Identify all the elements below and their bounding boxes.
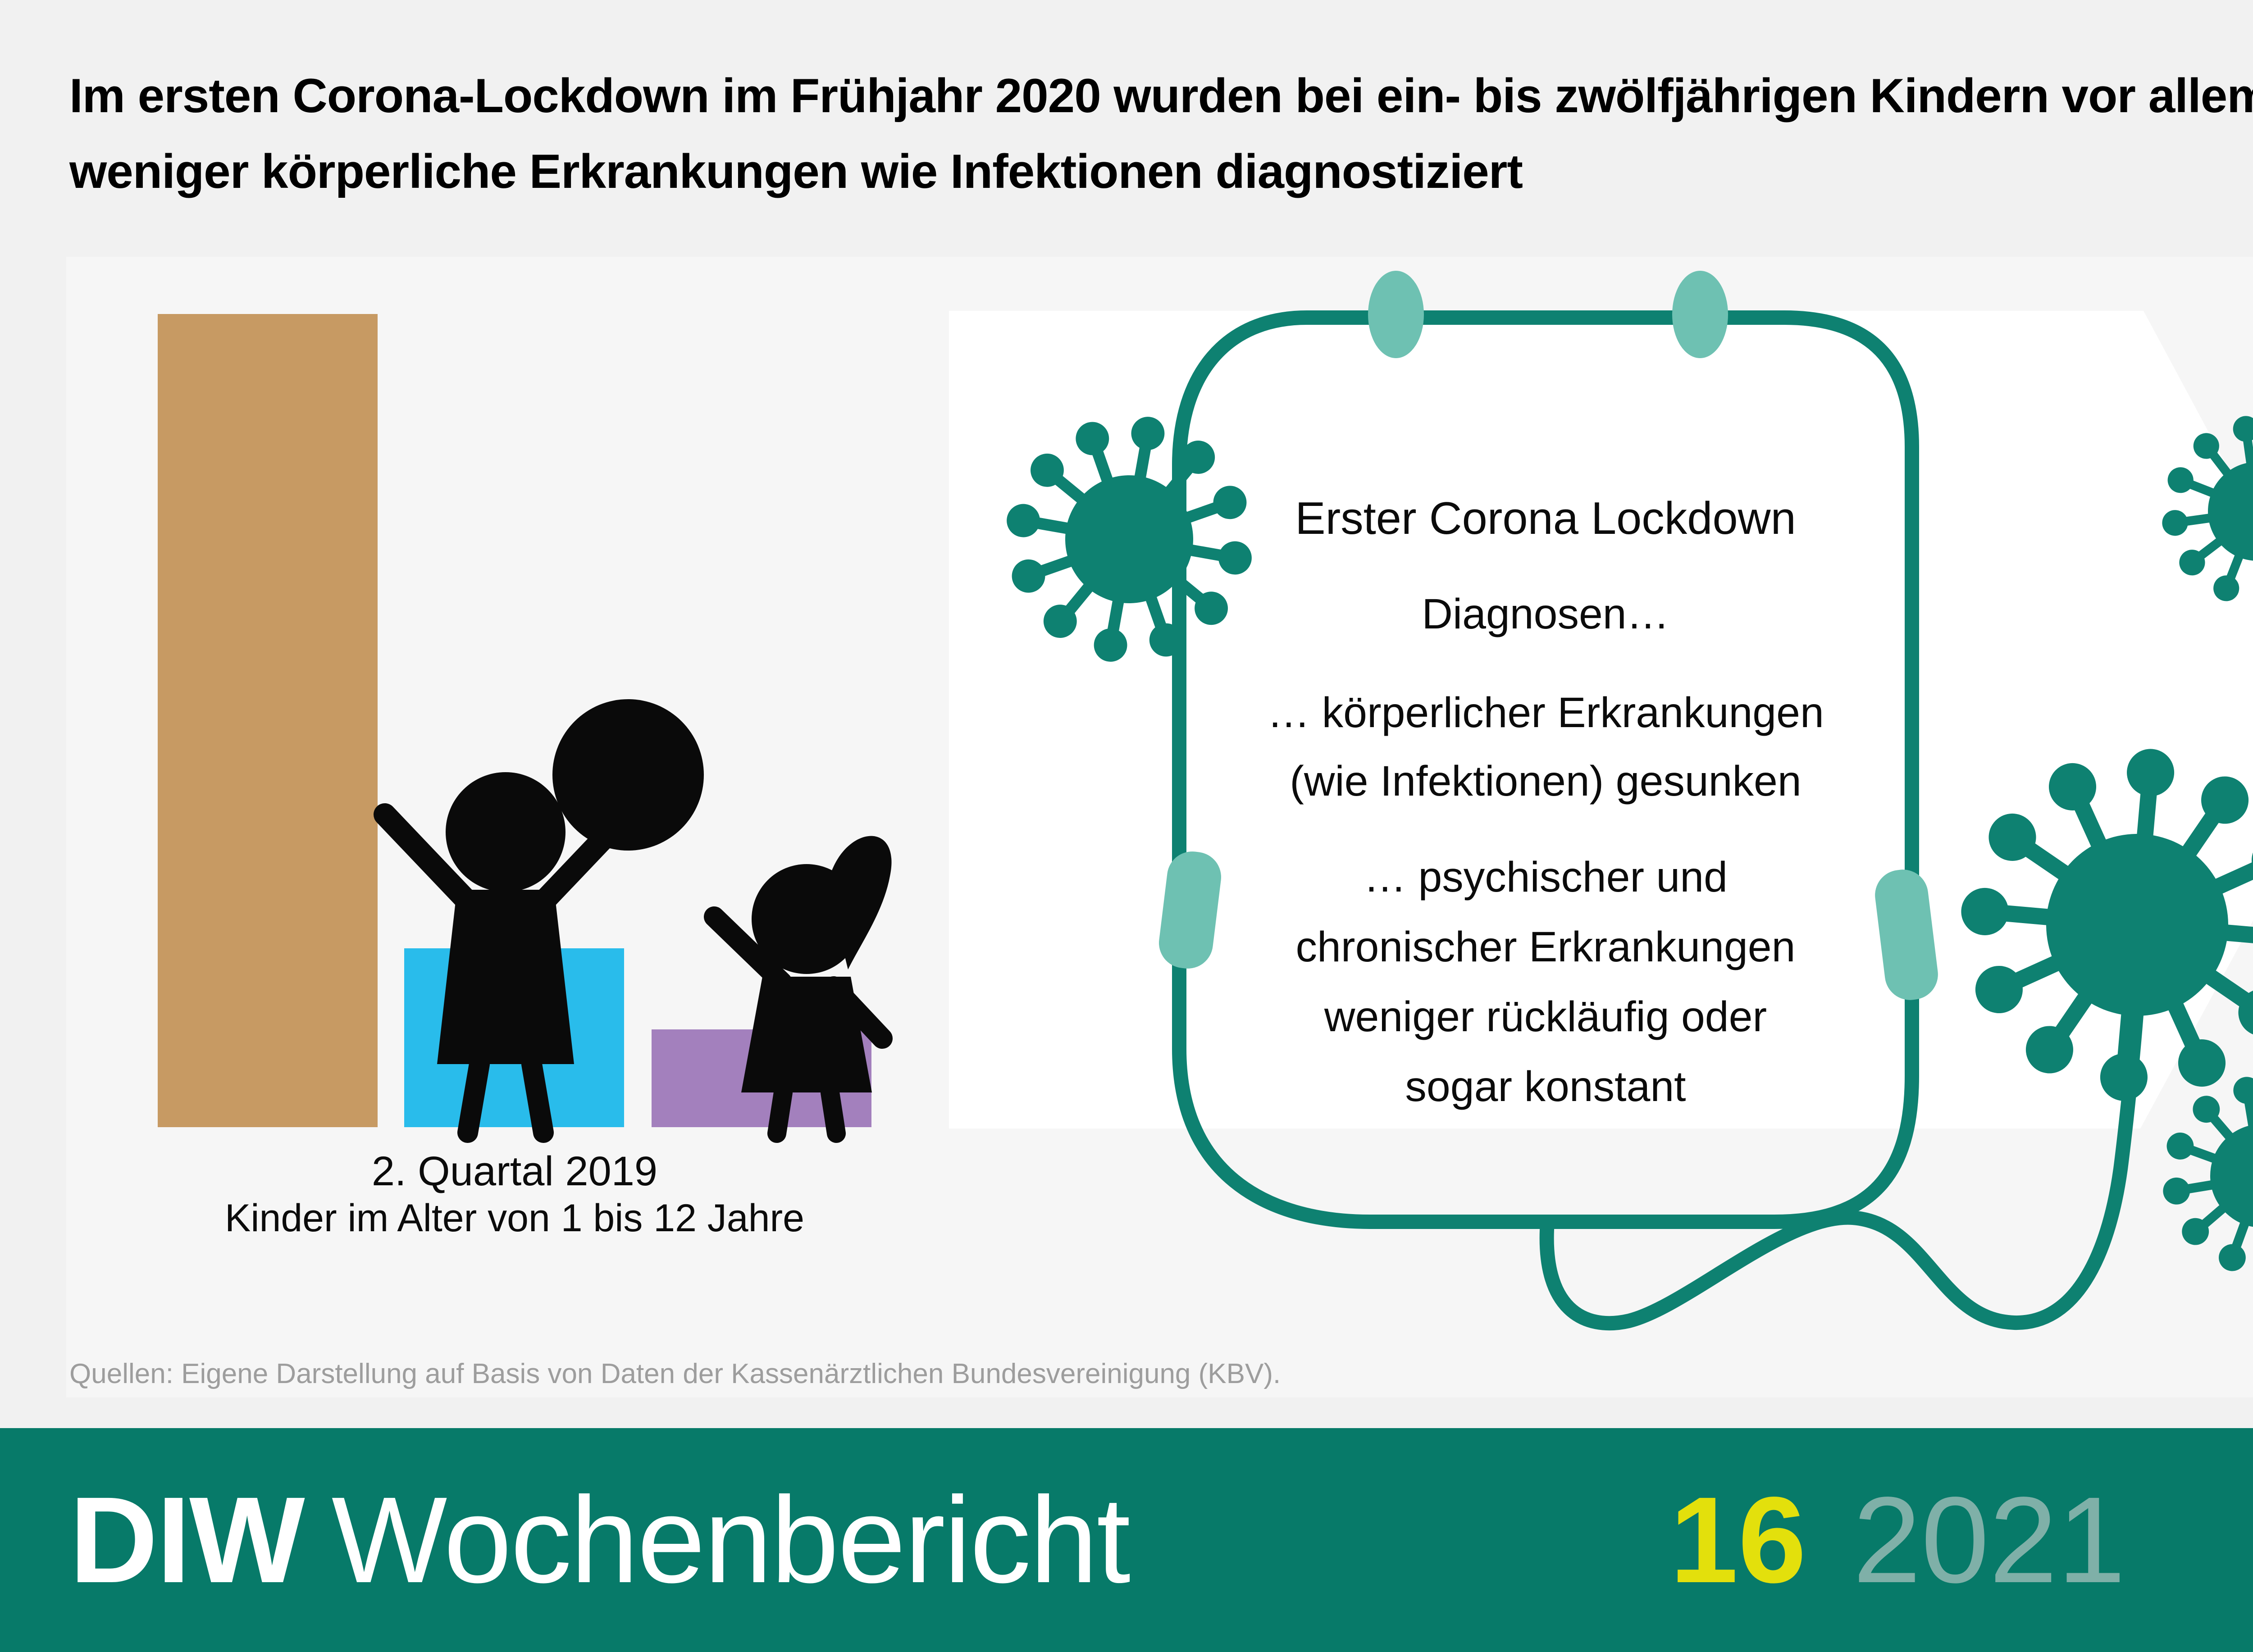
note-heading: Erster Corona Lockdown bbox=[1295, 493, 1796, 544]
footer-brand-diw: DIW bbox=[69, 1471, 305, 1608]
footer-brand: DIW Wochenbericht bbox=[69, 1428, 1131, 1652]
footer-issue-number: 16 bbox=[1670, 1471, 1806, 1608]
footer-brand-wochenbericht: Wochenbericht bbox=[331, 1471, 1131, 1608]
source-note: Quellen: Eigene Darstellung auf Basis vo… bbox=[69, 1358, 1281, 1389]
note-paragraph-2: … psychischer und chronischer Erkrankung… bbox=[1295, 853, 1796, 1110]
stethoscope-connector-right bbox=[1875, 869, 1938, 1000]
lockdown-note: Erster Corona Lockdown Diagnosen… … körp… bbox=[1106, 492, 1985, 1122]
panel-graphics bbox=[66, 271, 2253, 1331]
title-line-1: Im ersten Corona-Lockdown im Frühjahr 20… bbox=[69, 68, 2253, 123]
earpiece-left bbox=[1368, 271, 1424, 358]
page-title: Im ersten Corona-Lockdown im Frühjahr 20… bbox=[69, 58, 2253, 209]
note-paragraph-1: … körperlicher Erkrankungen (wie Infekti… bbox=[1267, 689, 1824, 805]
child-figure-girl-2019 bbox=[714, 836, 892, 1133]
footer-bar: DIW Wochenbericht 16 2021 DIW BERLIN bbox=[0, 1428, 2253, 1652]
stethoscope-connector-left bbox=[1159, 851, 1221, 969]
child-figure-boy-2019 bbox=[385, 699, 704, 1133]
bar-2019-koerperliche bbox=[158, 314, 378, 1127]
earpiece-right bbox=[1672, 271, 1728, 358]
stethoscope-icon bbox=[1172, 310, 1919, 1229]
note-subheading: Diagnosen… bbox=[1422, 590, 1669, 638]
footer-year: 2021 bbox=[1853, 1471, 2126, 1608]
title-line-2: weniger körperliche Erkrankungen wie Inf… bbox=[69, 144, 1523, 198]
group-label-2019: 2. Quartal 2019 Kinder im Alter von 1 bi… bbox=[225, 1148, 804, 1240]
stethoscope-tube bbox=[1539, 1008, 2144, 1331]
